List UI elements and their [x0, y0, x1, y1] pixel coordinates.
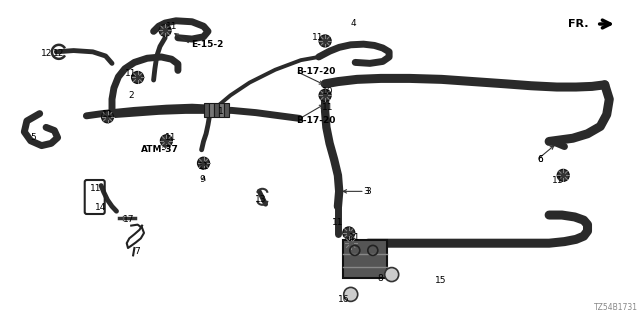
Text: B-17-20: B-17-20: [296, 116, 335, 125]
Circle shape: [343, 227, 355, 239]
Bar: [209, 103, 214, 117]
Bar: [204, 103, 209, 117]
Text: 6: 6: [538, 155, 543, 164]
Text: 15: 15: [435, 276, 447, 285]
Circle shape: [319, 89, 331, 101]
Text: 4: 4: [351, 19, 356, 28]
Text: 11: 11: [349, 233, 360, 242]
Circle shape: [385, 268, 399, 282]
Text: 3: 3: [365, 187, 371, 196]
Text: 11: 11: [102, 110, 114, 119]
Circle shape: [198, 157, 209, 169]
Text: 8: 8: [378, 274, 383, 283]
Text: 11: 11: [165, 133, 177, 142]
Text: 11: 11: [312, 33, 324, 42]
Bar: [220, 103, 225, 117]
Text: 11: 11: [90, 184, 101, 193]
Text: 3: 3: [364, 187, 369, 196]
Text: E-15-2: E-15-2: [191, 40, 223, 49]
Circle shape: [159, 24, 171, 36]
Text: 16: 16: [338, 295, 349, 304]
Text: 12: 12: [41, 49, 52, 58]
Text: TZ54B1731: TZ54B1731: [594, 303, 638, 312]
Text: 6: 6: [538, 155, 543, 164]
Text: B-17-20: B-17-20: [296, 67, 335, 76]
Text: FR.: FR.: [568, 19, 589, 29]
Text: 12: 12: [52, 49, 64, 58]
Circle shape: [344, 287, 358, 301]
Text: 5: 5: [31, 133, 36, 142]
Text: 9: 9: [200, 175, 205, 184]
Circle shape: [345, 237, 356, 249]
Text: 2: 2: [128, 91, 134, 100]
Bar: [343, 240, 387, 278]
Text: 11: 11: [166, 22, 178, 31]
Bar: [214, 103, 220, 117]
Circle shape: [161, 135, 172, 147]
Text: 11: 11: [322, 103, 333, 112]
Text: 11: 11: [552, 176, 563, 185]
Text: 7: 7: [134, 247, 140, 256]
Text: 11: 11: [125, 69, 136, 78]
Text: 17: 17: [123, 215, 134, 224]
Text: 10: 10: [322, 87, 333, 96]
Circle shape: [132, 71, 143, 84]
Bar: [225, 103, 229, 117]
Circle shape: [102, 111, 113, 123]
Text: 13: 13: [255, 196, 266, 204]
Text: 1: 1: [218, 107, 223, 116]
Text: 11: 11: [332, 218, 343, 227]
Text: ATM-37: ATM-37: [141, 145, 179, 154]
Text: 11: 11: [198, 162, 210, 171]
Circle shape: [319, 35, 331, 47]
Circle shape: [557, 169, 569, 181]
Text: 14: 14: [95, 203, 106, 212]
